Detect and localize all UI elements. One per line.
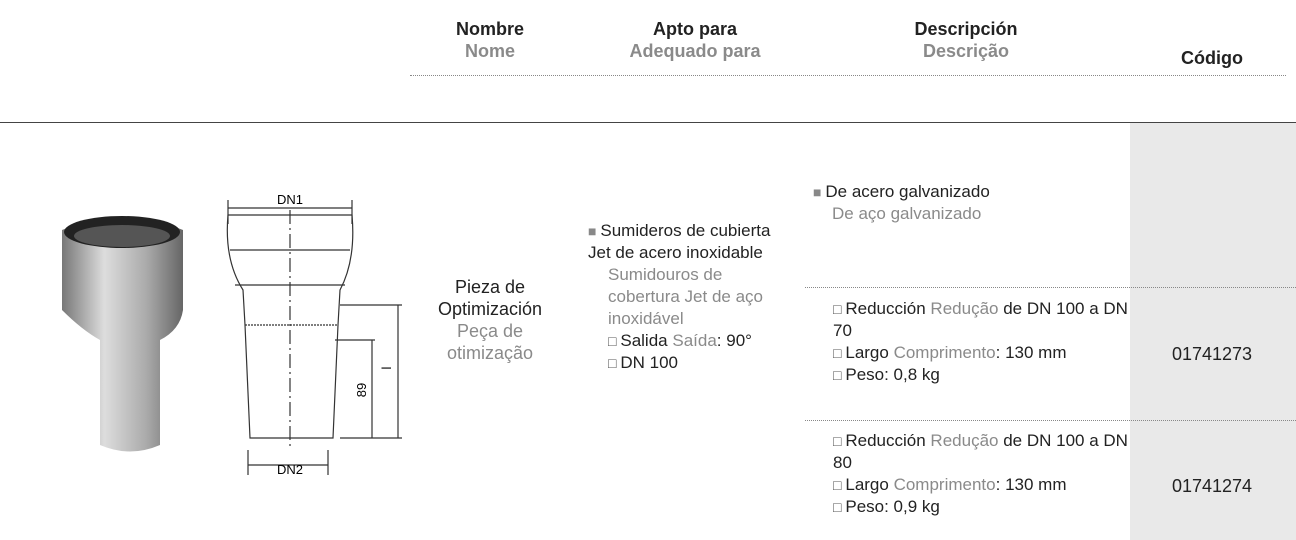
reduction: Reducción Redução de DN 100 a DN 80 [833, 430, 1128, 474]
material-es: De acero galvanizado [813, 181, 1113, 203]
code: 01741273 [1171, 344, 1253, 364]
length: Largo Comprimento: 130 mm [833, 342, 1128, 364]
code-column-bg [1130, 122, 1296, 540]
material-pt: De aço galvanizado [832, 204, 982, 223]
length: Largo Comprimento: 130 mm [833, 474, 1128, 496]
reduction-es: Reducción [845, 431, 926, 450]
header-suitable-pt: Adequado para [629, 41, 761, 61]
row-rule [805, 287, 1296, 288]
reduction-pt: Redução [930, 299, 999, 318]
variant-description: Reducción Redução de DN 100 a DN 70Largo… [833, 298, 1128, 386]
product-name: Pieza de Optimización Peça de otimização [425, 276, 555, 364]
reduction-value: de DN 100 a DN 70 [833, 299, 1128, 340]
header-rule [410, 75, 1286, 76]
reduction-pt: Redução [930, 431, 999, 450]
reduction-es: Reducción [845, 299, 926, 318]
reduction: Reducción Redução de DN 100 a DN 70 [833, 298, 1128, 342]
label-length: l [379, 366, 394, 369]
suitable: Sumideros de cubierta Jet de acero inoxi… [588, 220, 793, 374]
reduction-value: de DN 100 a DN 80 [833, 431, 1128, 472]
product-images: DN1 DN2 89 l [62, 192, 402, 477]
length-es: Largo [845, 475, 889, 494]
length-value: : 130 mm [995, 475, 1067, 494]
product-photo-inner [74, 225, 170, 247]
product-photo [62, 217, 183, 452]
length-es: Largo [845, 343, 889, 362]
header-code: Código [1181, 48, 1243, 68]
length-pt: Comprimento [893, 343, 996, 362]
length-value: : 130 mm [995, 343, 1067, 362]
header-suitable: Apto para Adequado para [600, 18, 790, 62]
label-dn2: DN2 [277, 462, 303, 477]
variant-description: Reducción Redução de DN 100 a DN 80Largo… [833, 430, 1128, 518]
outlet-pt: Saída [672, 331, 717, 350]
header-name-es: Nombre [455, 19, 524, 39]
header-name-pt: Nome [464, 41, 515, 61]
header-suitable-es: Apto para [652, 19, 737, 39]
material: De acero galvanizado De aço galvanizado [813, 181, 1113, 225]
name-pt: Peça de otimização [446, 321, 534, 363]
label-height: 89 [354, 383, 369, 397]
section-rule [0, 122, 1296, 123]
technical-drawing [226, 200, 402, 475]
suitable-es: Sumideros de cubierta Jet de acero inoxi… [588, 220, 793, 264]
header-name: Nombre Nome [430, 18, 550, 62]
header-description-pt: Descrição [922, 41, 1010, 61]
label-dn1: DN1 [277, 192, 303, 207]
length-pt: Comprimento [893, 475, 996, 494]
suitable-dn: DN 100 [608, 352, 793, 374]
weight: Peso: 0,9 kg [833, 496, 1128, 518]
weight: Peso: 0,8 kg [833, 364, 1128, 386]
code: 01741274 [1171, 476, 1253, 496]
header-description-es: Descripción [914, 19, 1018, 39]
outlet-value: : 90° [716, 331, 752, 350]
row-rule [805, 420, 1296, 421]
name-es: Pieza de Optimización [437, 277, 543, 319]
suitable-pt: Sumidouros de cobertura Jet de aço inoxi… [608, 265, 763, 328]
header-description: Descripción Descrição [866, 18, 1066, 62]
outlet: Salida Saída: 90° [608, 330, 793, 352]
outlet-es: Salida [620, 331, 668, 350]
